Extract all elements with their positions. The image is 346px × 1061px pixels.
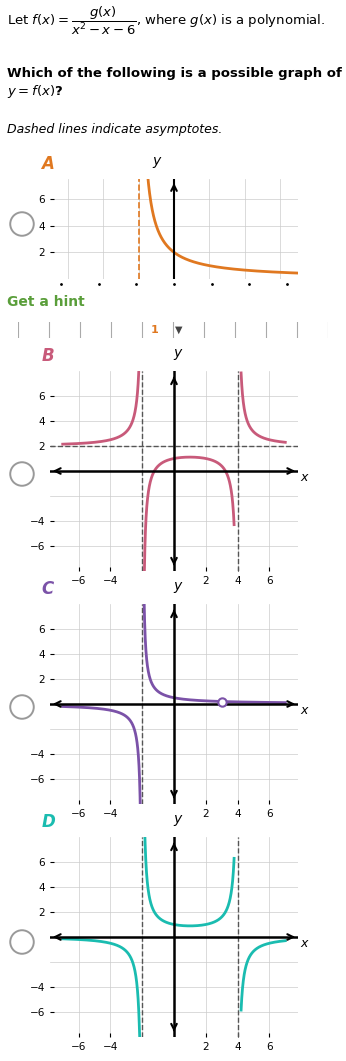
Text: $y$: $y$	[173, 580, 184, 595]
Text: 1: 1	[151, 325, 158, 335]
Text: Dashed lines indicate asymptotes.: Dashed lines indicate asymptotes.	[7, 123, 222, 137]
Text: $y$: $y$	[173, 813, 184, 829]
Text: C: C	[42, 580, 54, 598]
Text: $y$: $y$	[173, 347, 184, 362]
Text: $x$: $x$	[300, 471, 309, 484]
Text: Which of the following is a possible graph of
$y = f(x)$?: Which of the following is a possible gra…	[7, 67, 342, 100]
Text: Get a hint: Get a hint	[7, 295, 85, 309]
Text: Let $f(x) = \dfrac{g(x)}{x^2 - x - 6}$, where $g(x)$ is a polynomial.: Let $f(x) = \dfrac{g(x)}{x^2 - x - 6}$, …	[7, 5, 325, 37]
Text: B: B	[42, 347, 54, 365]
Text: $x$: $x$	[300, 937, 309, 950]
Text: $x$: $x$	[300, 703, 309, 717]
Text: $y$: $y$	[152, 155, 163, 170]
Text: D: D	[42, 813, 55, 831]
Text: A: A	[42, 155, 54, 173]
Text: ▼: ▼	[175, 325, 183, 335]
